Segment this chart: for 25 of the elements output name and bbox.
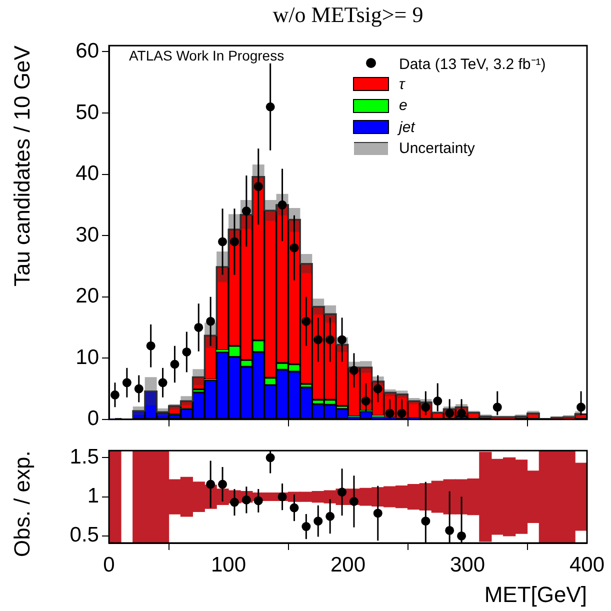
y-tick-label: 0.5 bbox=[70, 524, 99, 547]
y-axis-title: Obs. / exp. bbox=[9, 450, 34, 557]
x-tick-label: 300 bbox=[450, 553, 486, 576]
y-tick-label: 20 bbox=[76, 284, 99, 308]
x-axis-title: MET[GeV] bbox=[484, 582, 587, 607]
x-tick-label: 0 bbox=[103, 553, 115, 576]
y-tick-label: 40 bbox=[76, 162, 99, 186]
x-tick-label: 200 bbox=[330, 553, 366, 576]
legend-label: τ bbox=[399, 76, 405, 93]
x-tick-label: 100 bbox=[210, 553, 246, 576]
legend-label: e bbox=[399, 97, 408, 114]
y-tick-label: 50 bbox=[76, 100, 99, 124]
y-axis-title: Tau candidates / 10 GeV bbox=[9, 45, 34, 287]
y-tick-label: 1 bbox=[87, 484, 99, 508]
y-tick-label: 0 bbox=[87, 407, 99, 430]
y-tick-label: 60 bbox=[76, 40, 99, 63]
annotation: ATLAS Work In Progress bbox=[129, 47, 284, 64]
y-tick-label: 10 bbox=[76, 346, 99, 369]
y-tick-label: 1.5 bbox=[70, 445, 99, 468]
legend-label: jet bbox=[399, 118, 415, 136]
legend-label: Data (13 TeV, 3.2 fb⁻¹) bbox=[399, 54, 546, 73]
x-tick-label: 400 bbox=[569, 553, 605, 576]
legend-label: Uncertainty bbox=[399, 140, 475, 158]
y-tick-label: 30 bbox=[76, 223, 99, 246]
chart-title: w/o METsig>= 9 bbox=[272, 2, 424, 28]
